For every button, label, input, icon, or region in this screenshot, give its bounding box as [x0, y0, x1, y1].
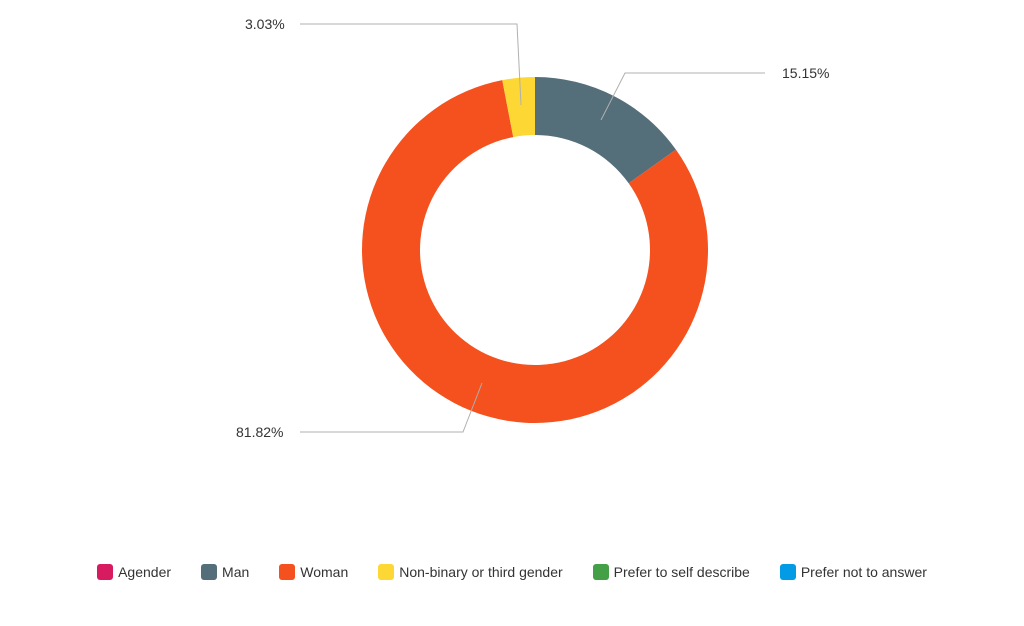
legend-label: Man	[222, 564, 250, 580]
legend-label: Woman	[300, 564, 349, 580]
legend-item-not-answer[interactable]: Prefer not to answer	[779, 564, 927, 580]
legend-item-nonbinary[interactable]: Non-binary or third gender	[378, 564, 563, 580]
leader-line-woman	[300, 382, 483, 433]
data-label-man: 15.15%	[782, 65, 829, 81]
legend-label: Prefer to self describe	[613, 564, 750, 580]
legend-label: Agender	[118, 564, 172, 580]
legend-swatch-woman	[279, 564, 296, 580]
legend-item-self-describe[interactable]: Prefer to self describe	[592, 564, 750, 580]
legend-item-agender[interactable]: Agender	[97, 564, 171, 580]
chart-legend: Agender Man Woman Non-binary or third ge…	[0, 561, 1024, 583]
legend-label: Non-binary or third gender	[399, 564, 563, 580]
legend-swatch-self-describe	[592, 564, 609, 580]
leader-line-man	[600, 72, 765, 121]
slice-man[interactable]	[535, 77, 676, 184]
legend-item-man[interactable]: Man	[201, 564, 249, 580]
data-label-woman: 81.82%	[236, 424, 283, 440]
slice-non-binary-or-third-gender[interactable]	[502, 77, 535, 138]
legend-swatch-agender	[97, 564, 114, 580]
legend-item-woman[interactable]: Woman	[279, 564, 348, 580]
legend-swatch-not-answer	[779, 564, 796, 580]
slice-woman[interactable]	[362, 80, 709, 424]
data-label-nonbinary: 3.03%	[245, 16, 285, 32]
legend-swatch-man	[201, 564, 218, 580]
legend-label: Prefer not to answer	[800, 564, 927, 580]
leader-lines	[300, 23, 765, 433]
donut-slices	[362, 77, 709, 424]
leader-line-nonbinary	[300, 23, 522, 106]
legend-swatch-nonbinary	[378, 564, 395, 580]
